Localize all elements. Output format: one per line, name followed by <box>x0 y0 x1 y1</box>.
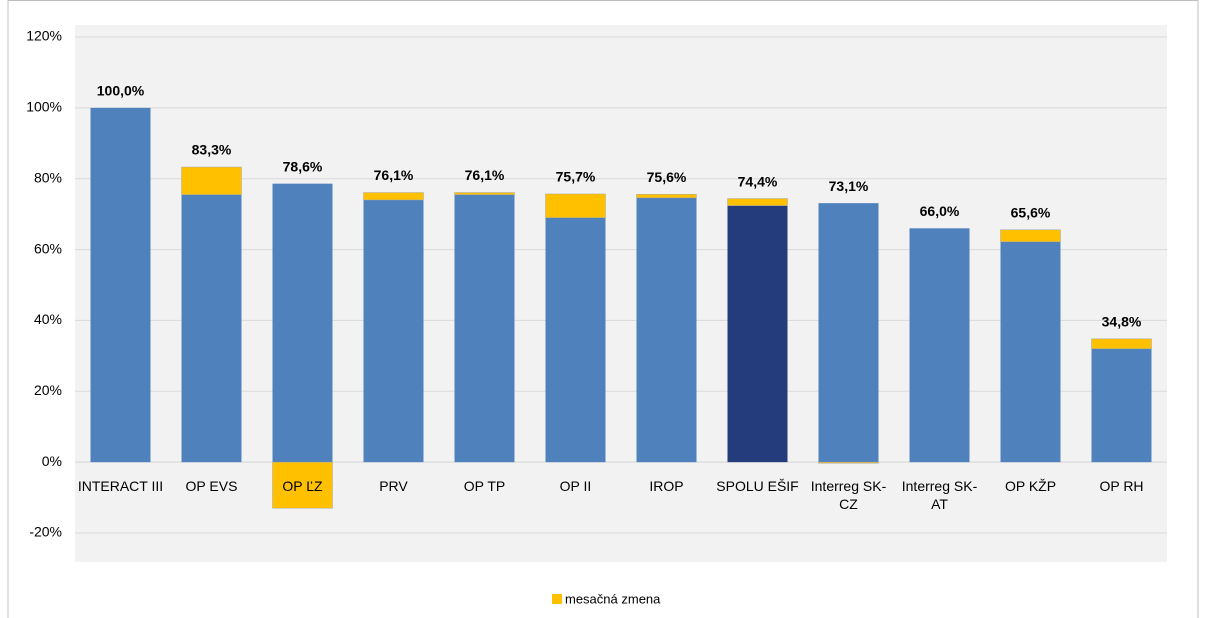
x-tick-label: OP EVS <box>185 478 238 495</box>
x-tick-label-box: OP TP <box>463 478 506 495</box>
x-tick-label: Interreg SK-AT <box>901 478 978 513</box>
data-label: 34,8% <box>1102 314 1142 330</box>
data-label: 73,1% <box>829 178 869 194</box>
bar-segment <box>363 199 424 463</box>
y-tick-label: 120% <box>26 28 62 44</box>
y-tick-label: 80% <box>34 169 62 185</box>
bar-segment <box>454 194 515 463</box>
bar-segment <box>545 217 606 463</box>
x-tick-label: OP ĽZ <box>282 478 323 495</box>
bar-segment <box>727 198 788 206</box>
data-label: 66,0% <box>920 203 960 219</box>
plot-area <box>75 25 1167 562</box>
bar-segment <box>363 192 424 201</box>
x-tick-label: SPOLU EŠIF <box>716 478 799 495</box>
bar-segment <box>1091 338 1152 350</box>
x-tick-label-box: OP ĽZ <box>282 478 323 495</box>
bar-segment <box>1000 241 1061 463</box>
data-label: 83,3% <box>192 142 232 158</box>
y-tick-label: -20% <box>29 524 62 540</box>
data-label: 78,6% <box>283 158 323 174</box>
bar-segment <box>727 205 788 463</box>
x-tick-label: PRV <box>379 478 408 495</box>
y-tick-label: 20% <box>34 382 62 398</box>
x-tick-label-box: OP KŽP <box>1004 478 1057 495</box>
bar-segment <box>181 166 242 195</box>
bar-segment <box>818 203 879 463</box>
x-tick-label-box: Interreg SK-AT <box>901 478 978 513</box>
x-tick-label-box: INTERACT III <box>77 478 164 495</box>
x-tick-label: Interreg SK-CZ <box>810 478 887 513</box>
bar-segment <box>545 193 606 218</box>
data-label: 75,7% <box>556 169 596 185</box>
bar-segment <box>1091 348 1152 463</box>
x-tick-label: OP KŽP <box>1004 478 1057 495</box>
bar-segment <box>818 461 879 464</box>
y-tick-label: 0% <box>42 453 62 469</box>
y-tick-label: 60% <box>34 240 62 256</box>
x-tick-label-box: OP EVS <box>185 478 238 495</box>
bar-segment <box>454 192 515 195</box>
x-tick-label-box: OP II <box>559 478 592 495</box>
y-tick-label: 40% <box>34 311 62 327</box>
bar-segment <box>636 194 697 199</box>
data-label: 74,4% <box>738 173 778 189</box>
bar-segment <box>909 228 970 463</box>
x-tick-label-box: PRV <box>379 478 408 495</box>
bar-segment <box>272 183 333 463</box>
x-tick-label: OP II <box>559 478 592 495</box>
data-label: 100,0% <box>97 83 145 99</box>
data-label: 76,1% <box>374 167 414 183</box>
data-label: 65,6% <box>1011 204 1051 220</box>
legend-label: mesačná zmena <box>565 591 661 606</box>
bar-segment <box>90 107 151 463</box>
legend-swatch <box>552 594 562 604</box>
bar-segment <box>636 197 697 463</box>
x-tick-label-box: SPOLU EŠIF <box>716 478 799 495</box>
x-tick-label: OP TP <box>463 478 506 495</box>
x-tick-label-box: Interreg SK-CZ <box>810 478 887 513</box>
x-tick-label: OP RH <box>1099 478 1144 495</box>
bar-segment <box>272 461 333 509</box>
x-tick-label-box: OP RH <box>1099 478 1144 495</box>
bar-segment <box>181 194 242 463</box>
x-tick-label-box: IROP <box>649 478 684 495</box>
data-label: 76,1% <box>465 167 505 183</box>
y-tick-label: 100% <box>26 99 62 115</box>
x-tick-label: IROP <box>649 478 684 495</box>
x-tick-label: INTERACT III <box>77 478 164 495</box>
bar-segment <box>1000 229 1061 243</box>
data-label: 75,6% <box>647 169 687 185</box>
